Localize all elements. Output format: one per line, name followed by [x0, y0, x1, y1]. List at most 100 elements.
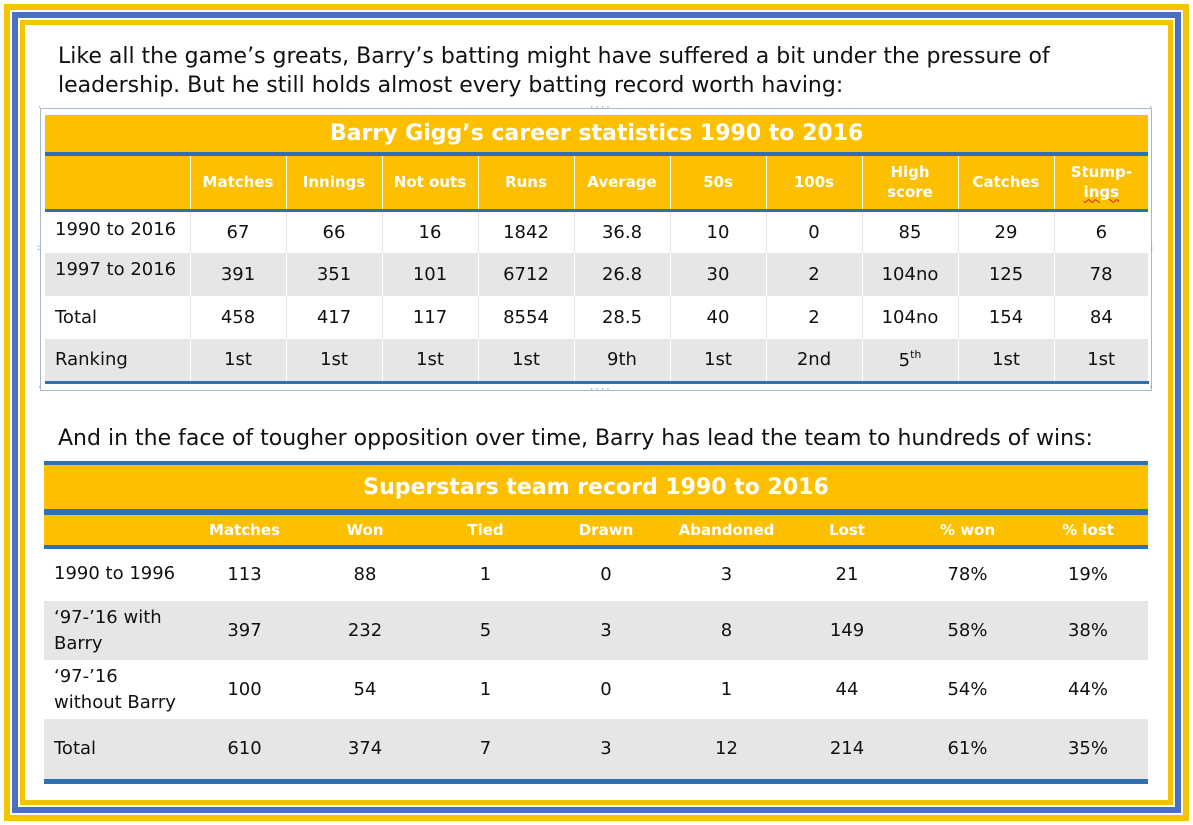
batting-row-label: 1997 to 2016 [45, 253, 191, 296]
team-cell: 149 [787, 601, 907, 660]
batting-cell: 28.5 [574, 296, 671, 339]
batting-cell: 5th [862, 339, 959, 384]
team-row: ‘97-’16 without Barry 100 54 1 0 1 44 54… [44, 660, 1148, 719]
batting-cell: 104no [862, 253, 959, 296]
team-row-label: 1990 to 1996 [44, 549, 184, 601]
team-header-pct-lost: % lost [1028, 515, 1148, 545]
team-cell: 8 [666, 601, 787, 660]
batting-cell: 391 [190, 253, 287, 296]
resize-handle-left[interactable]: : [36, 243, 42, 253]
batting-header-not-outs: Not outs [382, 154, 479, 212]
team-table-title: Superstars team record 1990 to 2016 [44, 465, 1148, 509]
team-header-pct-won: % won [907, 515, 1028, 545]
team-row: Total 610 374 7 3 12 214 61% 35% [44, 719, 1148, 779]
team-cell: 397 [184, 601, 305, 660]
batting-cell: 85 [862, 210, 959, 253]
batting-cell: 104no [862, 296, 959, 339]
batting-header-50s: 50s [670, 154, 767, 212]
team-header-lost: Lost [787, 515, 907, 545]
stumpings-line2: ings [1083, 183, 1120, 202]
inner-yellow-border [20, 20, 1173, 805]
batting-cell: 1st [478, 339, 575, 384]
second-paragraph: And in the face of tougher opposition ov… [58, 426, 1093, 451]
batting-row: Total 458 417 117 8554 28.5 40 2 104no 1… [45, 296, 1149, 339]
batting-cell: 0 [766, 210, 863, 253]
team-row-label-line1: ‘97-’16 with [54, 606, 162, 628]
batting-cell: 40 [670, 296, 767, 339]
batting-cell: 351 [286, 253, 383, 296]
batting-cell: 117 [382, 296, 479, 339]
resize-handle-bottom-right[interactable]: · [1148, 383, 1154, 393]
team-cell: 12 [666, 719, 787, 779]
batting-cell: 101 [382, 253, 479, 296]
batting-header-high-score: High score [862, 154, 959, 212]
batting-stats-table[interactable]: Barry Gigg’s career statistics 1990 to 2… [45, 115, 1149, 384]
batting-header-100s: 100s [766, 154, 863, 212]
resize-handle-right[interactable]: : [1149, 243, 1155, 253]
batting-table-title: Barry Gigg’s career statistics 1990 to 2… [45, 115, 1149, 156]
team-cell: 113 [184, 549, 305, 601]
batting-row: Ranking 1st 1st 1st 1st 9th 1st 2nd 5th … [45, 339, 1149, 384]
resize-handle-top-right[interactable]: · [1148, 103, 1154, 113]
team-cell: 1 [666, 660, 787, 719]
batting-cell: 8554 [478, 296, 575, 339]
batting-table-selection-frame[interactable] [40, 108, 1152, 391]
team-cell: 78% [907, 549, 1028, 601]
team-table-title-rule [44, 509, 1148, 515]
team-cell: 44 [787, 660, 907, 719]
batting-cell: 84 [1054, 296, 1149, 339]
team-row-label: Total [44, 719, 184, 779]
team-table-top-rule [44, 461, 1148, 465]
resize-handle-bottom[interactable]: ···· [589, 385, 611, 395]
team-cell: 1 [425, 660, 546, 719]
high-score-line1: High [890, 163, 930, 182]
batting-header-innings: Innings [286, 154, 383, 212]
batting-cell: 10 [670, 210, 767, 253]
team-record-table[interactable]: Superstars team record 1990 to 2016 Matc… [44, 461, 1148, 784]
team-table-header-rule [44, 545, 1148, 549]
batting-header-runs: Runs [478, 154, 575, 212]
team-cell: 38% [1028, 601, 1148, 660]
batting-cell: 1st [190, 339, 287, 384]
batting-cell: 458 [190, 296, 287, 339]
team-cell: 232 [305, 601, 425, 660]
batting-cell: 36.8 [574, 210, 671, 253]
batting-cell: 125 [958, 253, 1055, 296]
batting-cell: 1st [670, 339, 767, 384]
team-cell: 44% [1028, 660, 1148, 719]
resize-handle-top[interactable]: ···· [589, 103, 611, 113]
batting-cell: 154 [958, 296, 1055, 339]
team-cell: 35% [1028, 719, 1148, 779]
team-cell: 3 [546, 719, 666, 779]
team-row: ‘97-’16 with Barry 397 232 5 3 8 149 58%… [44, 601, 1148, 660]
batting-cell: 29 [958, 210, 1055, 253]
batting-row-label: Total [45, 296, 191, 339]
team-row-label-line1: ‘97-’16 [54, 665, 118, 687]
batting-cell: 2 [766, 296, 863, 339]
batting-cell: 2 [766, 253, 863, 296]
outer-yellow-border [4, 4, 1189, 821]
batting-cell: 1st [382, 339, 479, 384]
batting-row-label: 1990 to 2016 [45, 210, 191, 253]
team-cell: 610 [184, 719, 305, 779]
team-cell: 0 [546, 549, 666, 601]
resize-handle-top-left[interactable]: · [37, 103, 43, 113]
batting-header-stumpings: Stump- ings [1054, 154, 1149, 212]
batting-cell: 417 [286, 296, 383, 339]
team-row-label-line2: without Barry [54, 691, 176, 713]
resize-handle-bottom-left[interactable]: · [37, 383, 43, 393]
team-cell: 0 [546, 660, 666, 719]
stumpings-line1: Stump- [1070, 163, 1132, 182]
batting-row-label: Ranking [45, 339, 191, 384]
team-header-drawn: Drawn [546, 515, 666, 545]
batting-row: 1997 to 2016 391 351 101 6712 26.8 30 2 … [45, 253, 1149, 296]
team-row: 1990 to 1996 113 88 1 0 3 21 78% 19% [44, 549, 1148, 601]
team-cell: 7 [425, 719, 546, 779]
team-cell: 61% [907, 719, 1028, 779]
team-header-abandoned: Abandoned [666, 515, 787, 545]
team-cell: 1 [425, 549, 546, 601]
batting-cell: 6712 [478, 253, 575, 296]
team-cell: 5 [425, 601, 546, 660]
team-cell: 54% [907, 660, 1028, 719]
high-score-line2: score [887, 183, 933, 202]
